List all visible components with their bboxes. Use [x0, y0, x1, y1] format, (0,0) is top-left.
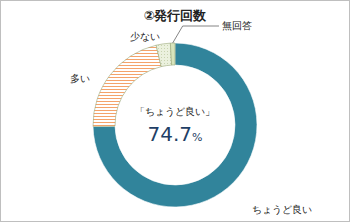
leader-line: [173, 26, 219, 43]
center-label: 「ちょうど良い」: [135, 106, 215, 117]
category-label: 無回答: [222, 20, 252, 31]
title: ②発行回数: [143, 8, 207, 23]
category-label: 少ない: [130, 31, 160, 42]
chart: ②発行回数ちょうど良い 多い 少ない 無回答「ちょうど良い」 74.7%: [0, 0, 350, 222]
slice: [93, 43, 257, 207]
category-label: ちょうど良い: [252, 204, 312, 215]
center-value: 74.7%: [148, 122, 203, 146]
slices: [93, 43, 257, 207]
slice: [170, 43, 175, 65]
frame: [1, 1, 350, 222]
slice: [156, 43, 172, 66]
category-label: 多い: [70, 73, 90, 84]
